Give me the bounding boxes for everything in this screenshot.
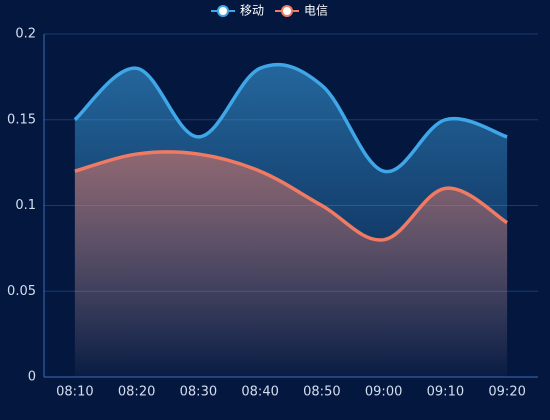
- area: [74, 151, 508, 377]
- y-tick-label: 0.05: [7, 284, 36, 299]
- line: [74, 150, 509, 242]
- legend-label: 电信: [304, 4, 328, 18]
- x-tick-label: 08:40: [241, 385, 278, 400]
- x-tick-label: 08:50: [303, 385, 340, 400]
- legend-icon: [217, 5, 229, 17]
- x-tick-label: 09:10: [427, 385, 464, 400]
- line: [73, 62, 508, 174]
- x-tick-label: 08:20: [118, 385, 155, 400]
- x-tick-label: 09:20: [488, 385, 525, 400]
- x-tick-label: 08:10: [56, 385, 93, 400]
- y-tick-label: 0.1: [15, 198, 36, 213]
- legend-label: 移动: [240, 4, 264, 18]
- legend-icon: [281, 5, 293, 17]
- y-tick-label: 0: [28, 370, 36, 385]
- x-tick-label: 08:30: [180, 385, 217, 400]
- x-tick-label: 09:00: [365, 385, 402, 400]
- y-tick-label: 0.15: [7, 112, 36, 127]
- y-tick-label: 0.2: [15, 27, 36, 42]
